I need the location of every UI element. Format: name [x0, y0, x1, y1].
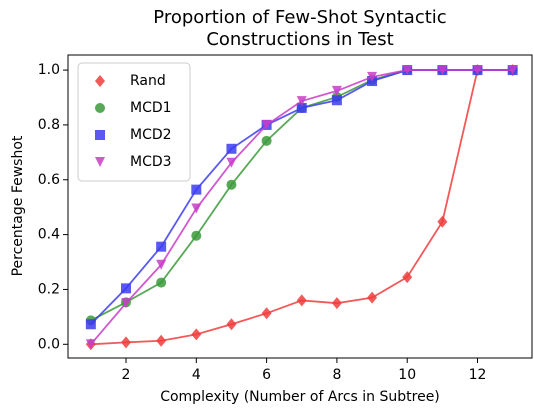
- marker: [156, 259, 167, 270]
- x-axis-label: Complexity (Number of Arcs in Subtree): [160, 389, 440, 405]
- marker: [296, 96, 307, 107]
- y-tick-label: 1.0: [38, 62, 60, 78]
- legend-box: [77, 62, 191, 182]
- y-tick-label: 0.8: [38, 117, 60, 133]
- marker: [226, 157, 237, 168]
- x-tick-label: 12: [469, 367, 487, 383]
- marker: [261, 135, 272, 146]
- marker: [296, 102, 307, 113]
- marker: [331, 85, 342, 96]
- y-axis-label: Percentage Fewshot: [10, 135, 26, 276]
- marker: [95, 103, 105, 113]
- marker: [95, 130, 105, 140]
- legend-label: MCD1: [130, 100, 172, 116]
- marker: [226, 179, 237, 190]
- marker: [367, 291, 378, 304]
- marker: [191, 203, 202, 214]
- marker: [85, 319, 96, 330]
- x-tick-label: 8: [332, 367, 341, 383]
- x-tick-label: 2: [122, 367, 131, 383]
- y-tick-label: 0.4: [38, 227, 60, 243]
- marker: [296, 294, 307, 307]
- chart-title: Constructions in Test: [206, 29, 393, 50]
- y-tick-label: 0.6: [38, 172, 60, 188]
- marker: [121, 336, 131, 349]
- marker: [437, 65, 448, 76]
- marker: [507, 65, 518, 76]
- chart-title: Proportion of Few-Shot Syntactic: [153, 7, 446, 28]
- legend-label: Rand: [130, 73, 166, 89]
- marker: [95, 75, 105, 87]
- y-tick-label: 0.2: [38, 281, 60, 297]
- marker: [261, 307, 272, 320]
- marker: [367, 71, 378, 82]
- marker: [156, 334, 167, 347]
- marker: [156, 241, 167, 252]
- marker: [402, 271, 413, 284]
- legend: Rand MCD1 MCD2 MCD3: [77, 62, 191, 182]
- marker: [191, 184, 202, 195]
- marker: [191, 328, 202, 341]
- marker: [226, 143, 237, 154]
- marker: [331, 95, 342, 106]
- y-tick-label: 0.0: [38, 336, 60, 352]
- marker: [437, 215, 448, 228]
- marker: [261, 119, 272, 130]
- plot-frame: [67, 54, 533, 359]
- marker: [331, 297, 342, 310]
- x-tick-label: 4: [192, 367, 201, 383]
- legend-label: MCD3: [130, 154, 172, 170]
- marker: [85, 339, 96, 350]
- marker: [95, 157, 105, 167]
- marker: [156, 277, 167, 288]
- x-tick-label: 10: [398, 367, 416, 383]
- marker: [121, 283, 131, 294]
- x-tick-label: 6: [262, 367, 271, 383]
- marker: [121, 298, 131, 309]
- marker: [472, 65, 483, 76]
- marker: [226, 318, 237, 331]
- legend-label: MCD2: [130, 127, 172, 143]
- marker: [402, 65, 413, 76]
- marker: [191, 230, 202, 241]
